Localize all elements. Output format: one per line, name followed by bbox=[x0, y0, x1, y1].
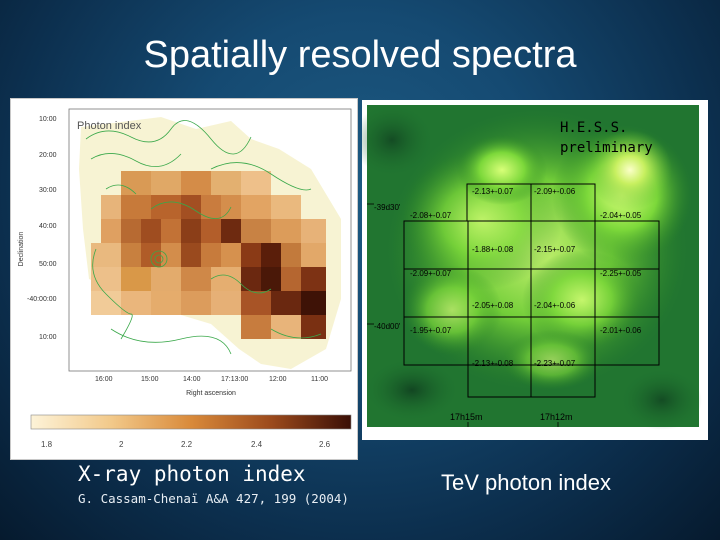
hess-map-figure: -2.13+-0.07 -2.09+-0.06 -2.08+-0.07 -2.0… bbox=[362, 105, 702, 430]
xray-pixel-grid bbox=[91, 171, 326, 339]
xray-y-tick: 20:00 bbox=[39, 152, 57, 159]
xray-y-tick: -40:00:00 bbox=[27, 296, 57, 303]
hess-cell-value: -2.25+-0.05 bbox=[600, 269, 642, 278]
xray-x-tick: 17:13:00 bbox=[221, 376, 248, 383]
xray-y-tick: 10:00 bbox=[39, 116, 57, 123]
hess-cell-value: -2.09+-0.06 bbox=[534, 187, 576, 196]
hess-cell-value: -2.15+-0.07 bbox=[534, 245, 576, 254]
xray-colorbar bbox=[30, 414, 352, 430]
xray-y-tick: 40:00 bbox=[39, 223, 57, 230]
hess-cell-value: -2.04+-0.06 bbox=[534, 301, 576, 310]
hess-cell-value: -2.23+-0.07 bbox=[534, 359, 576, 368]
xray-map-figure: Photon index Declination 10:00 20:00 30:… bbox=[18, 108, 352, 449]
xray-y-tick: 30:00 bbox=[39, 187, 57, 194]
xray-colorbar-tick: 1.8 bbox=[41, 440, 53, 449]
hess-cell-value: -2.04+-0.05 bbox=[600, 211, 642, 220]
xray-x-tick: 12:00 bbox=[269, 376, 287, 383]
xray-colorbar-tick: 2.6 bbox=[319, 440, 331, 449]
hess-emission bbox=[362, 105, 702, 430]
xray-x-tick: 11:00 bbox=[311, 376, 328, 383]
hess-region-grid bbox=[403, 183, 660, 398]
xray-x-tick: 14:00 bbox=[183, 376, 201, 383]
tev-caption: TeV photon index bbox=[441, 470, 612, 495]
hess-ra-label: 17h12m bbox=[540, 412, 573, 422]
xray-caption: X-ray photon index bbox=[78, 462, 306, 486]
hess-cell-value: -2.01+-0.06 bbox=[600, 326, 642, 335]
hess-cell-value: -2.13+-0.07 bbox=[472, 187, 514, 196]
hess-ra-label: 17h15m bbox=[450, 412, 483, 422]
hess-cell-value: -2.08+-0.07 bbox=[410, 211, 452, 220]
hess-dec-label: -40d00' bbox=[374, 322, 401, 331]
hess-cell-value: -2.09+-0.07 bbox=[410, 269, 452, 278]
hess-cell-value: -1.95+-0.07 bbox=[410, 326, 452, 335]
hess-watermark-line1: H.E.S.S. bbox=[560, 120, 627, 136]
xray-y-tick: 10:00 bbox=[39, 334, 57, 341]
hess-cell-value: -2.13+-0.08 bbox=[472, 359, 514, 368]
xray-y-axis-label: Declination bbox=[18, 232, 25, 267]
xray-y-tick: 50:00 bbox=[39, 261, 57, 268]
xray-x-tick: 15:00 bbox=[141, 376, 159, 383]
slide-title: Spatially resolved spectra bbox=[143, 34, 577, 76]
xray-map-label: Photon index bbox=[77, 120, 142, 132]
xray-colorbar-tick: 2.2 bbox=[181, 440, 193, 449]
hess-cell-value: -2.05+-0.08 bbox=[472, 301, 514, 310]
xray-x-tick: 16:00 bbox=[95, 376, 113, 383]
hess-cell-value: -1.88+-0.08 bbox=[472, 245, 514, 254]
xray-reference: G. Cassam-Chenaï A&A 427, 199 (2004) bbox=[78, 491, 349, 506]
xray-colorbar-tick: 2 bbox=[119, 440, 124, 449]
xray-photon-index-map: Photon index Declination 10:00 20:00 30:… bbox=[10, 98, 358, 460]
hess-dec-label: -39d30' bbox=[374, 203, 401, 212]
hess-watermark-line2: preliminary bbox=[560, 140, 653, 156]
xray-contours bbox=[85, 120, 322, 355]
xray-colorbar-tick: 2.4 bbox=[251, 440, 263, 449]
hess-tev-photon-index-map: -2.13+-0.07 -2.09+-0.06 -2.08+-0.07 -2.0… bbox=[362, 100, 708, 440]
xray-x-axis-label: Right ascension bbox=[186, 390, 236, 397]
